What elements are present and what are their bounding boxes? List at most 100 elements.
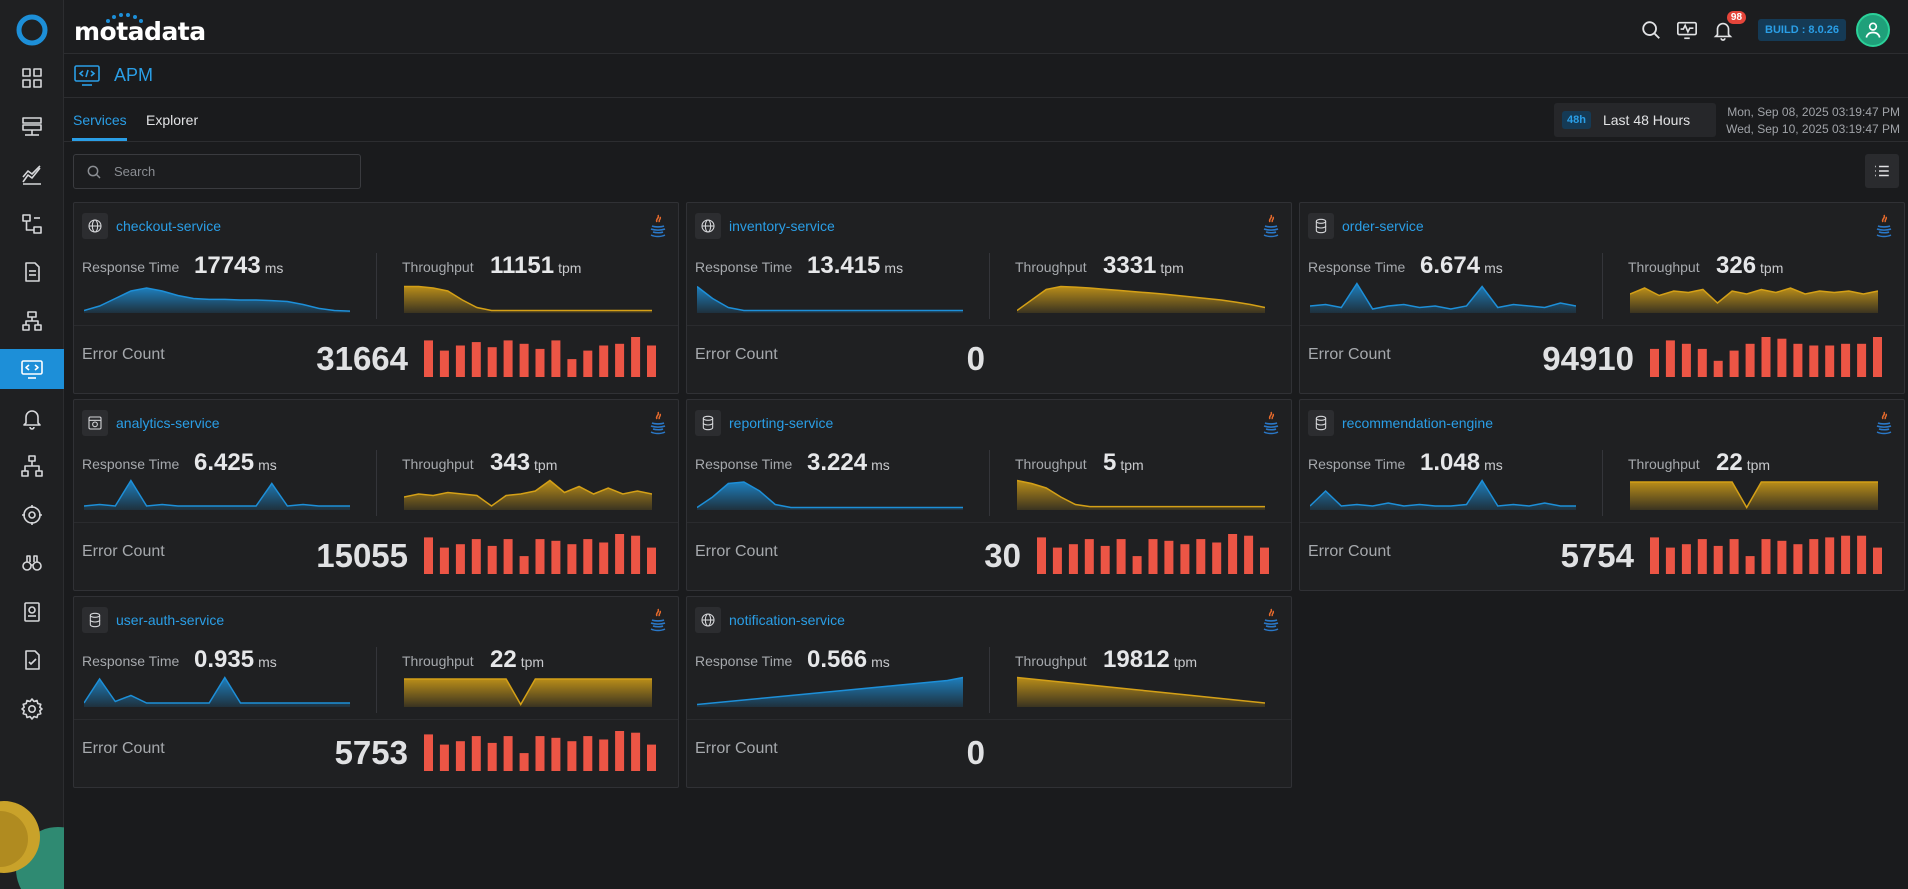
nav-item-settings[interactable]: [0, 689, 64, 729]
error-bar: [551, 540, 561, 574]
date-to: Wed, Sep 10, 2025 03:19:47 PM: [1726, 122, 1900, 136]
error-bar: [647, 547, 656, 574]
service-card[interactable]: order-service Response Time 6.674 ms Through…: [1299, 202, 1905, 394]
error-bar: [1681, 343, 1691, 377]
throughput-unit: tpm: [558, 260, 582, 276]
search-box[interactable]: [73, 154, 361, 189]
nav-item-alerts[interactable]: [0, 398, 64, 438]
service-card[interactable]: user-auth-service Response Time 0.935 ms Thr…: [73, 596, 679, 788]
nav-item-reports[interactable]: [0, 592, 64, 632]
service-name-link[interactable]: order-service: [1342, 218, 1424, 234]
service-type-icon: [695, 410, 721, 436]
nav-item-explorer[interactable]: [0, 543, 64, 583]
nav-item-audit[interactable]: [0, 640, 64, 680]
java-icon: [650, 608, 666, 632]
list-view-button[interactable]: [1865, 154, 1899, 188]
card-divider: [74, 719, 678, 720]
service-name-link[interactable]: notification-service: [729, 612, 845, 628]
card-header: notification-service: [695, 607, 845, 633]
service-name-link[interactable]: recommendation-engine: [1342, 415, 1493, 431]
monitor-icon[interactable]: [1674, 17, 1700, 43]
error-count-value: 0: [966, 734, 985, 771]
throughput-chart-area: [1017, 286, 1265, 313]
throughput-value: 326 tpm: [1716, 252, 1783, 280]
notification-bell-icon[interactable]: 98: [1710, 11, 1747, 43]
throughput-number: 5: [1103, 449, 1117, 476]
card-divider: [687, 719, 1291, 720]
tabs-row: Services Explorer 48h Last 48 Hours Mon,…: [64, 98, 1908, 142]
search-input[interactable]: [114, 164, 344, 179]
brand-logo[interactable]: motadata: [74, 10, 206, 46]
response-time-chart-line: [696, 676, 964, 706]
nav-item-flows[interactable]: [0, 301, 64, 341]
nav-item-logs[interactable]: [0, 252, 64, 292]
nav-item-dashboard[interactable]: [0, 58, 64, 98]
response-time-label: Response Time: [1308, 456, 1406, 472]
error-bar: [535, 736, 545, 771]
nav-item-metrics[interactable]: [0, 155, 64, 195]
nav-item-integrations[interactable]: [0, 495, 64, 535]
card-divider: [687, 522, 1291, 523]
error-bar: [615, 731, 625, 771]
throughput-number: 3331: [1103, 252, 1157, 279]
error-count-bars: [1650, 534, 1882, 574]
response-time-label: Response Time: [695, 653, 793, 669]
user-avatar[interactable]: [1856, 13, 1890, 47]
response-time-chart-area: [1310, 283, 1576, 313]
java-icon: [1876, 214, 1892, 238]
tab-explorer[interactable]: Explorer: [146, 112, 199, 128]
response-time-unit: ms: [871, 654, 890, 670]
error-bar: [599, 739, 609, 771]
service-card[interactable]: reporting-service Response Time 3.224 ms Thr…: [686, 399, 1292, 591]
error-bar: [519, 343, 529, 377]
throughput-value: 5 tpm: [1103, 449, 1144, 477]
tab-services[interactable]: Services: [73, 112, 127, 128]
nav-item-network[interactable]: [0, 446, 64, 486]
throughput-sparkline: [1016, 478, 1265, 515]
error-bar: [647, 345, 656, 377]
response-time-chart: [696, 285, 963, 313]
service-card[interactable]: checkout-service Response Time 17743 ms Thro…: [73, 202, 679, 394]
nav-item-topology[interactable]: [0, 204, 64, 244]
error-count-bars: [1037, 534, 1269, 574]
service-type-icon: [82, 410, 108, 436]
error-count-value: 15055: [316, 537, 408, 574]
response-time-label: Response Time: [82, 259, 180, 275]
service-name-link[interactable]: reporting-service: [729, 415, 834, 431]
globe-icon: [701, 613, 715, 627]
throughput-label: Throughput: [402, 259, 474, 275]
response-time-value: 6.425 ms: [194, 449, 277, 477]
service-card[interactable]: inventory-service Response Time 13.415 ms Th…: [686, 202, 1292, 394]
service-name-link[interactable]: user-auth-service: [116, 612, 225, 628]
time-range-picker[interactable]: 48h Last 48 Hours: [1554, 103, 1716, 137]
search-icon[interactable]: [1638, 17, 1664, 43]
error-bar: [551, 340, 561, 377]
service-card[interactable]: notification-service Response Time 0.566 ms…: [686, 596, 1292, 788]
time-range-label: Last 48 Hours: [1602, 112, 1691, 128]
service-name-link[interactable]: inventory-service: [729, 218, 835, 234]
time-range-badge: 48h: [1562, 111, 1591, 129]
card-divider: [74, 522, 678, 523]
response-time-number: 6.425: [194, 449, 255, 476]
card-divider: [687, 325, 1291, 326]
error-bar: [1681, 544, 1691, 574]
top-bar: motadata 98 BUILD : 8.0.26: [64, 0, 1908, 54]
service-name-link[interactable]: analytics-service: [116, 415, 220, 431]
nav-decoration: [0, 801, 64, 889]
card-header: order-service: [1308, 213, 1424, 239]
error-bar: [503, 736, 513, 771]
error-bar: [471, 539, 481, 574]
notification-count-badge: 98: [1726, 11, 1747, 24]
response-time-number: 3.224: [807, 449, 868, 476]
response-time-chart-line: [696, 285, 963, 312]
nav-item-monitors[interactable]: [0, 107, 64, 147]
throughput-unit: tpm: [1160, 260, 1184, 276]
service-type-icon: [695, 213, 721, 239]
service-card[interactable]: analytics-service Response Time 6.425 ms Thr…: [73, 399, 679, 591]
nav-item-apm[interactable]: [0, 349, 64, 389]
settings-icon: [21, 697, 43, 720]
app-logo-icon[interactable]: [16, 14, 48, 46]
service-card[interactable]: recommendation-engine Response Time 1.048 m…: [1299, 399, 1905, 591]
error-bars-chart: [424, 731, 656, 771]
service-name-link[interactable]: checkout-service: [116, 218, 222, 234]
